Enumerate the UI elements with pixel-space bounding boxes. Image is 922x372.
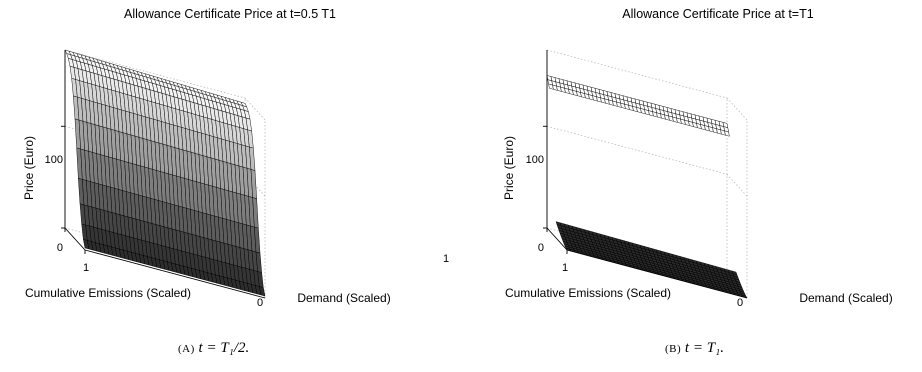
panel-a: Allowance Certificate Price at t=0.5 T1 … [22,7,449,309]
caption-a: (A) t = T₁/2. [178,340,249,357]
surface-plot [546,75,748,299]
x-tick-label: 0 [737,297,743,309]
chart-title: Allowance Certificate Price at t=T1 [622,7,813,21]
caption-b: (B) t = T₁. [665,340,724,357]
grid-line [546,49,728,99]
x-tick-label: 1 [443,253,449,265]
y-tick-label: 1 [83,262,89,274]
caption-tag: (A) [178,343,195,355]
y-axis-label: Cumulative Emissions (Scaled) [505,286,671,300]
x-tick-label: 0 [257,297,263,309]
grid-line [726,174,748,197]
x-axis-line [566,249,748,299]
grid-line [64,49,246,99]
axes [61,50,266,299]
surface-plot [64,49,266,297]
y-axis-label: Cumulative Emissions (Scaled) [25,286,191,300]
x-axis-label: Demand (Scaled) [297,291,390,305]
x-axis-label: Demand (Scaled) [799,291,892,305]
y-axis-line [546,227,568,251]
y-tick-label: 1 [562,262,568,274]
z-tick-label: 100 [45,154,63,166]
surface-patch [724,130,730,137]
grid-line [244,97,266,121]
panel-b: Allowance Certificate Price at t=T1 Pric… [502,7,893,309]
caption-math: t = T₁. [684,340,725,356]
axes [543,50,748,299]
z-axis-label: Price (Euro) [502,136,516,200]
surface-patch [259,286,266,297]
z-tick-label: 100 [526,154,544,166]
z-tick-label: 0 [538,242,544,254]
grid-line [726,97,748,121]
chart-title: Allowance Certificate Price at t=0.5 T1 [124,7,336,21]
x-axis-line [84,249,266,299]
z-tick-label: 0 [57,242,63,254]
caption-tag: (B) [665,343,682,355]
y-axis-line [64,227,86,251]
z-axis-label: Price (Euro) [22,136,36,200]
grid-line [546,125,728,175]
caption-math: t = T₁/2. [198,340,250,356]
